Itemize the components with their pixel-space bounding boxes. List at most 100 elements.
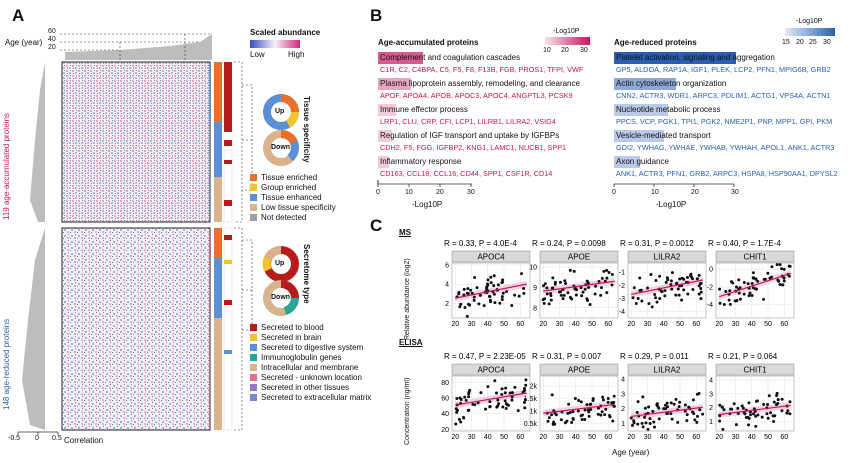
- x-tick-label: 30: [732, 321, 740, 328]
- data-point: [644, 421, 648, 425]
- data-point: [741, 406, 745, 410]
- data-point: [638, 276, 642, 280]
- term-bar: [378, 104, 396, 116]
- x-tick-label: 60: [780, 321, 788, 328]
- y-tick-label: 6: [445, 262, 449, 269]
- term-label: Platelet activation, signaling and aggre…: [616, 53, 775, 62]
- data-point: [697, 284, 701, 288]
- stats-label: R = 0.47, P = 2.23E-05: [444, 352, 526, 361]
- legend-label: Secreted in other tissues: [261, 382, 350, 392]
- data-point: [457, 290, 461, 294]
- data-point: [753, 287, 757, 291]
- panel-c-letter: C: [370, 216, 383, 235]
- data-point: [467, 392, 471, 396]
- legend-label: Group enriched: [261, 182, 317, 192]
- data-point: [666, 405, 670, 409]
- data-point: [510, 391, 514, 395]
- term-label: Complement and coagulation cascades: [380, 53, 521, 62]
- data-point: [646, 427, 650, 431]
- data-point: [503, 399, 507, 403]
- stats-label: R = 0.31, P = 0.0012: [620, 239, 694, 248]
- data-point: [472, 298, 476, 302]
- data-point: [697, 292, 701, 296]
- data-point: [697, 392, 701, 396]
- data-point: [778, 283, 782, 287]
- stats-label: R = 0.29, P = 0.011: [620, 352, 689, 361]
- data-point: [736, 406, 740, 410]
- corr-tick-zero: 0: [35, 435, 39, 442]
- data-point: [605, 291, 609, 295]
- legend-swatch: [250, 393, 257, 401]
- data-point: [646, 286, 650, 290]
- data-point: [475, 286, 479, 290]
- ms-row-label: MS: [399, 228, 411, 237]
- data-point: [648, 421, 652, 425]
- data-point: [670, 271, 674, 275]
- data-point: [484, 407, 488, 411]
- legend-item: Not detected: [250, 212, 336, 222]
- tissue-specificity-title: Tissue specificity: [302, 96, 311, 163]
- data-point: [573, 396, 577, 400]
- data-point: [605, 276, 609, 280]
- b-right-tick-30: 30: [731, 189, 739, 196]
- data-point: [563, 421, 567, 425]
- x-tick-label: 30: [556, 434, 564, 441]
- x-tick-label: 20: [539, 321, 547, 328]
- data-point: [756, 413, 760, 417]
- data-point: [780, 409, 784, 413]
- tissue-strip-bottom: [214, 228, 222, 430]
- facet-title: LILRA2: [654, 253, 681, 262]
- data-point: [557, 290, 561, 294]
- y-tick-label: 2: [621, 406, 625, 413]
- data-point: [479, 391, 483, 395]
- data-point: [769, 411, 773, 415]
- data-point: [463, 395, 467, 399]
- legend-item: Tissue enriched: [250, 172, 336, 182]
- y-tick-label: 4: [709, 378, 713, 385]
- data-point: [599, 413, 603, 417]
- tissue-donut-down: [263, 130, 300, 166]
- data-point: [472, 295, 476, 299]
- data-point: [787, 274, 791, 278]
- data-point: [689, 272, 693, 276]
- x-tick-label: 40: [748, 321, 756, 328]
- data-point: [498, 301, 502, 305]
- data-point: [788, 264, 792, 268]
- data-point: [576, 409, 580, 413]
- data-point: [699, 297, 703, 301]
- facet-title: APOE: [568, 253, 590, 262]
- data-point: [750, 281, 754, 285]
- data-point: [660, 290, 664, 294]
- data-point: [676, 420, 680, 424]
- data-point: [663, 289, 667, 293]
- x-tick-label: 30: [556, 321, 564, 328]
- data-point: [639, 288, 643, 292]
- data-point: [765, 412, 769, 416]
- data-point: [735, 299, 739, 303]
- data-point: [466, 408, 470, 412]
- data-point: [683, 409, 687, 413]
- scale-low-label: Low: [250, 50, 265, 59]
- x-tick-label: 40: [572, 434, 580, 441]
- right-legend-tick-25: 25: [809, 39, 817, 46]
- legend-swatch: [250, 193, 257, 201]
- data-point: [776, 278, 780, 282]
- legend-swatch: [250, 323, 257, 331]
- data-point: [579, 400, 583, 404]
- data-point: [523, 400, 527, 404]
- data-point: [500, 387, 504, 391]
- data-point: [775, 403, 779, 407]
- term-bar: [378, 52, 424, 64]
- legend-swatch: [250, 173, 257, 181]
- left-colorbar: [545, 37, 590, 45]
- data-point: [545, 286, 549, 290]
- heatmap-reduced: [61, 227, 211, 431]
- data-point: [785, 411, 789, 415]
- data-point: [601, 395, 605, 399]
- facet-strip: [539, 363, 619, 376]
- legend-swatch: [250, 183, 257, 191]
- x-tick-label: 40: [484, 434, 492, 441]
- term-genes: PPCS, VCP, PGK1, TPI1, PGK2, NME2P1, PNP…: [616, 117, 833, 126]
- data-point: [457, 417, 461, 421]
- data-point: [546, 419, 550, 423]
